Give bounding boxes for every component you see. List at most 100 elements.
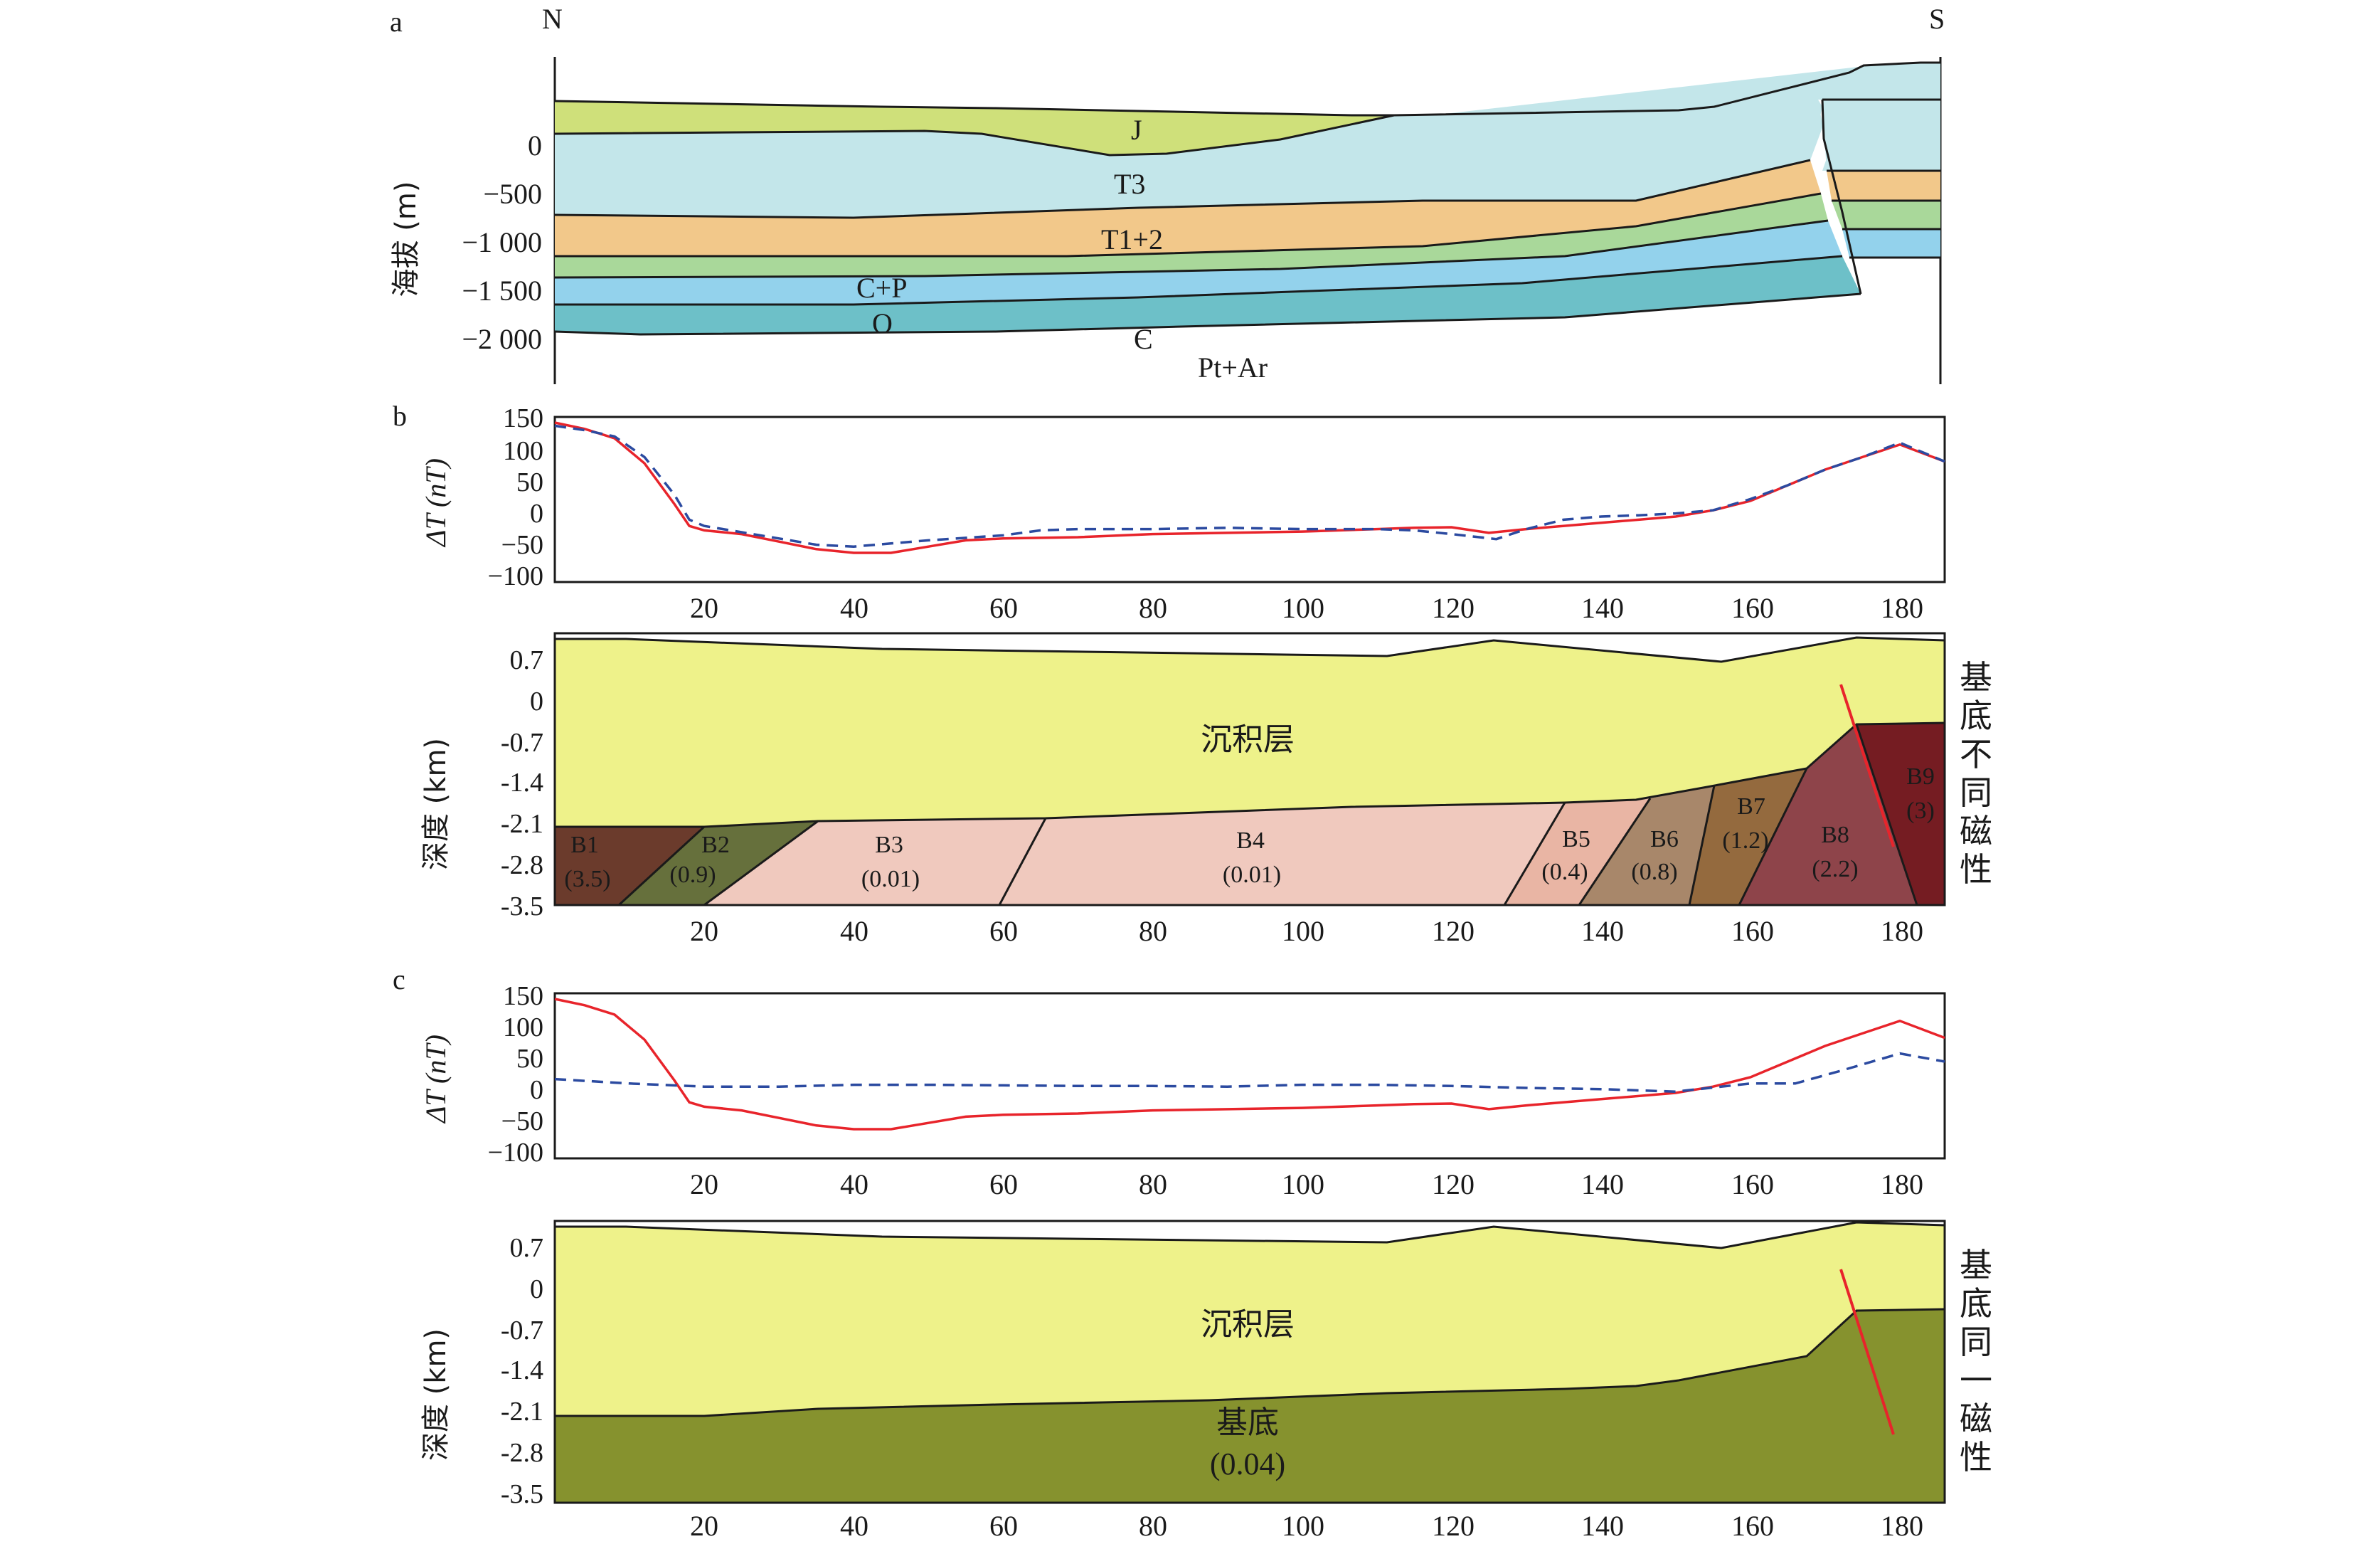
panel-c-xtick-40: 40 <box>840 1168 868 1200</box>
block-B9-name: B9 <box>1906 763 1935 790</box>
panel-b-xtick-120: 120 <box>1432 592 1475 624</box>
panel-c-depth-m0.7: -0.7 <box>501 1316 543 1345</box>
panel-c-profile-yticks: 150 100 50 0 −50 −100 <box>488 981 543 1168</box>
side-note-c-0: 基 <box>1960 1246 1992 1284</box>
panel-b-depth-m2.8: -2.8 <box>501 850 543 880</box>
panel-c-profile-frame <box>553 992 1946 1160</box>
panel-b-xtick-100: 100 <box>1282 592 1324 624</box>
block-B2-value: (0.9) <box>669 862 716 888</box>
side-note-b-0: 基 <box>1960 658 1992 697</box>
panel-b-ytick-m50: −50 <box>501 530 543 560</box>
layer-label-C+P: C+P <box>856 272 907 304</box>
block-B6-name: B6 <box>1650 826 1679 852</box>
panel-c-depth-m1.4: -1.4 <box>501 1355 543 1385</box>
block-B3 <box>704 818 1046 905</box>
panel-a: a N S J T3 T1+2 <box>390 3 1945 384</box>
layer-label-T3: T3 <box>1114 168 1145 200</box>
block-B3-value: (0.01) <box>861 866 920 892</box>
boundary-J-bottom <box>554 61 1940 157</box>
panel-b-profile-lines <box>554 421 1945 554</box>
block-divider-4 <box>1503 802 1566 906</box>
pc-lines-series-solid <box>554 998 1945 1131</box>
side-note-b-4: 磁 <box>1960 812 1992 850</box>
block-divider-6 <box>1688 785 1716 906</box>
panel-c-model: 沉积层 基底 (0.04) 0.7 0 -0.7 -1.4 -2.1 -2.8 … <box>420 1220 1992 1509</box>
boundary-Cm-bottom <box>554 292 1861 336</box>
panel-a-ytick-4: −2 000 <box>462 323 542 355</box>
boundary-O-bottom <box>555 255 1843 306</box>
panel-b-profile-ylabel: ΔT (nT) <box>420 458 452 548</box>
panel-b-depth-m0.7: -0.7 <box>501 728 543 758</box>
panel-b-ytick-100: 100 <box>503 436 543 466</box>
panel-c-model-frame <box>553 1220 1946 1504</box>
panel-c-mx-60: 60 <box>989 1510 1018 1542</box>
panel-b-xticks: 20 40 60 80 100 120 140 160 180 <box>690 592 1923 624</box>
panel-c-ytick-0: 0 <box>530 1075 543 1105</box>
panel-c-model-xticks: 20 40 60 80 100 120 140 160 180 <box>690 1510 1923 1542</box>
panel-b: b 150 100 50 0 −50 −100 ΔT (nT) 20 40 60… <box>393 400 1992 947</box>
panel-b-sediment-label: 沉积层 <box>1201 721 1295 758</box>
panel-c-ytick-150: 150 <box>503 981 543 1011</box>
fault-line-a <box>1821 99 1862 295</box>
panel-b-depth-m1.4: -1.4 <box>501 768 543 798</box>
panel-b-depth-0: 0 <box>530 687 543 717</box>
panel-c-profile-ylabel: ΔT (nT) <box>420 1035 452 1124</box>
panel-c-xticks: 20 40 60 80 100 120 140 160 180 <box>690 1168 1923 1200</box>
boundary-CP-bottom <box>554 219 1829 279</box>
panel-a-ylabel: 海拔 (m) <box>390 181 423 297</box>
block-B9 <box>1856 723 1945 905</box>
panel-c-basement-label: 基底 <box>1216 1405 1279 1441</box>
panel-b-mx-60: 60 <box>989 915 1018 947</box>
panel-b-side-note: 基 底 不 同 磁 性 <box>1960 658 1992 889</box>
panel-b-ytick-50: 50 <box>516 467 543 497</box>
panel-c-ytick-m100: −100 <box>488 1138 543 1168</box>
panel-c-mx-40: 40 <box>840 1510 868 1542</box>
side-note-b-3: 同 <box>1960 773 1992 812</box>
block-divider-1 <box>617 825 706 906</box>
panel-c-mx-120: 120 <box>1432 1510 1475 1542</box>
fault-block-T1+2 <box>1827 171 1940 201</box>
panel-a-yaxis: 0 −500 −1 000 −1 500 −2 000 <box>462 129 542 355</box>
panel-c-xtick-160: 160 <box>1731 1168 1774 1200</box>
block-B2 <box>619 821 818 905</box>
fault-block-C+P <box>1832 201 1940 229</box>
panel-b-ytick-m100: −100 <box>488 561 543 591</box>
panel-b-mx-180: 180 <box>1881 915 1923 947</box>
panel-b-topography <box>555 636 1945 663</box>
panel-a-ytick-0: 0 <box>528 129 542 162</box>
layer-label-O: O <box>872 307 893 339</box>
panel-b-xtick-40: 40 <box>840 592 868 624</box>
panel-c-sediment <box>555 1222 1945 1416</box>
panel-c-profile-lines <box>554 998 1945 1131</box>
panel-b-xtick-60: 60 <box>989 592 1018 624</box>
panel-b-xtick-80: 80 <box>1139 592 1167 624</box>
block-B6 <box>1579 786 1714 905</box>
fault-block-O <box>1842 229 1940 258</box>
panel-b-model-yticks: 0.7 0 -0.7 -1.4 -2.1 -2.8 -3.5 <box>501 645 543 921</box>
panel-c-xtick-100: 100 <box>1282 1168 1324 1200</box>
panel-c-basement-value: (0.04) <box>1210 1447 1285 1481</box>
block-B5-value: (0.4) <box>1541 859 1588 885</box>
block-B1-value: (3.5) <box>564 866 610 892</box>
panel-c-xtick-120: 120 <box>1432 1168 1475 1200</box>
block-B7-name: B7 <box>1737 793 1765 820</box>
panel-c-xtick-140: 140 <box>1581 1168 1624 1200</box>
panel-c-depth-m3.5: -3.5 <box>501 1479 543 1509</box>
panel-c-ytick-m50: −50 <box>501 1106 543 1136</box>
layer-label-T1+2: T1+2 <box>1101 223 1163 255</box>
layer-J <box>555 101 1394 155</box>
panel-b-xtick-20: 20 <box>690 592 718 624</box>
side-note-c-2: 同 <box>1960 1323 1992 1361</box>
panel-c-mx-80: 80 <box>1139 1510 1167 1542</box>
panel-c-model-yticks: 0.7 0 -0.7 -1.4 -2.1 -2.8 -3.5 <box>501 1233 543 1509</box>
boundary-T3-bottom <box>554 159 1811 219</box>
panel-a-ytick-3: −1 500 <box>462 275 542 307</box>
side-note-b-5: 性 <box>1960 850 1992 889</box>
side-note-b-1: 底 <box>1960 697 1992 735</box>
block-B1 <box>555 827 704 905</box>
panel-b-mx-20: 20 <box>690 915 718 947</box>
block-B2-name: B2 <box>701 832 730 858</box>
panel-c-sediment-label: 沉积层 <box>1201 1306 1295 1343</box>
panel-b-mx-100: 100 <box>1282 915 1324 947</box>
